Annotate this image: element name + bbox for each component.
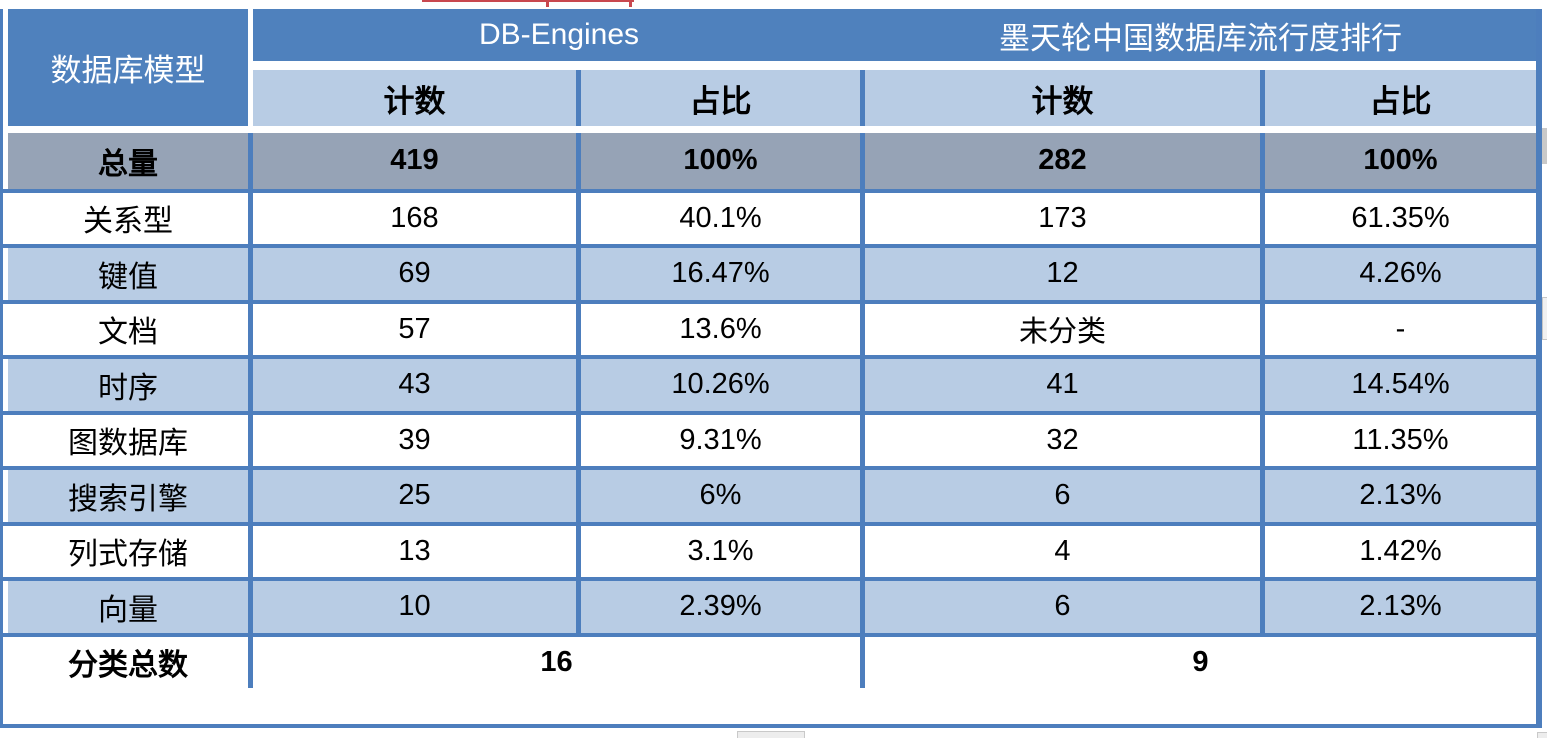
motianlun-category-total-cell: 9 — [860, 636, 1536, 688]
row-label: 搜索引擎 — [8, 470, 248, 522]
header-db-engines-share: 占比 — [576, 70, 860, 126]
motianlun-count-cell: 未分类 — [860, 303, 1260, 355]
row-label: 图数据库 — [8, 414, 248, 466]
motianlun-share-cell: 61.35% — [1260, 192, 1536, 244]
motianlun-share-cell: 1.42% — [1260, 525, 1536, 577]
row-label: 键值 — [8, 248, 248, 300]
motianlun-share-cell: 100% — [1260, 133, 1536, 189]
cropped-red-text-artifact — [546, 0, 549, 7]
motianlun-share-cell: - — [1260, 303, 1536, 355]
db-engines-share-cell: 16.47% — [576, 248, 860, 300]
db-engines-count-cell: 69 — [248, 248, 576, 300]
db-engines-share-cell: 6% — [576, 470, 860, 522]
db-engines-count-cell: 10 — [248, 581, 576, 633]
table-row: 搜索引擎 25 6% 6 2.13% — [0, 466, 1536, 522]
table-footer-row: 分类总数 16 9 — [0, 632, 1536, 688]
table-row: 关系型 168 40.1% 173 61.35% — [0, 188, 1536, 244]
row-label: 列式存储 — [8, 525, 248, 577]
row-label: 关系型 — [8, 192, 248, 244]
table-row: 文档 57 13.6% 未分类 - — [0, 299, 1536, 355]
row-label: 总量 — [8, 133, 248, 189]
motianlun-share-cell: 2.13% — [1260, 581, 1536, 633]
horizontal-scrollbar-thumb[interactable] — [737, 731, 805, 738]
motianlun-count-cell: 6 — [860, 470, 1260, 522]
row-label: 文档 — [8, 303, 248, 355]
scrollbar-corner — [1537, 732, 1547, 738]
motianlun-share-cell: 11.35% — [1260, 414, 1536, 466]
motianlun-count-cell: 282 — [860, 133, 1260, 189]
header-group-db-engines: DB-Engines — [478, 18, 640, 51]
header-group-motianlun: 墨天轮中国数据库流行度排行 — [999, 20, 1402, 56]
db-engines-share-cell: 100% — [576, 133, 860, 189]
header-db-engines-count: 计数 — [253, 70, 576, 126]
db-engines-share-cell: 10.26% — [576, 359, 860, 411]
db-engines-share-cell: 2.39% — [576, 581, 860, 633]
vertical-scrollbar-thumb[interactable] — [1542, 128, 1547, 164]
row-label: 向量 — [8, 581, 248, 633]
motianlun-count-cell: 41 — [860, 359, 1260, 411]
row-label: 分类总数 — [8, 636, 248, 688]
db-engines-count-cell: 13 — [248, 525, 576, 577]
table-body: 总量 419 100% 282 100% 关系型 168 40.1% 173 61.35% 键值 69… — [0, 133, 1542, 688]
db-engines-count-cell: 168 — [248, 192, 576, 244]
db-engines-share-cell: 40.1% — [576, 192, 860, 244]
table-row: 时序 43 10.26% 41 14.54% — [0, 355, 1536, 411]
motianlun-count-cell: 4 — [860, 525, 1260, 577]
db-engines-count-cell: 43 — [248, 359, 576, 411]
motianlun-count-cell: 6 — [860, 581, 1260, 633]
table-header: 数据库模型 DB-Engines 墨天轮中国数据库流行度排行 计数 占比 计数 … — [0, 9, 1536, 126]
database-comparison-table: 数据库模型 DB-Engines 墨天轮中国数据库流行度排行 计数 占比 计数 … — [0, 9, 1547, 728]
header-group-row: DB-Engines 墨天轮中国数据库流行度排行 — [253, 9, 1536, 61]
table-row: 键值 69 16.47% 12 4.26% — [0, 244, 1536, 300]
motianlun-count-cell: 32 — [860, 414, 1260, 466]
motianlun-count-cell: 12 — [860, 248, 1260, 300]
db-engines-share-cell: 13.6% — [576, 303, 860, 355]
table-border-left — [0, 9, 3, 728]
motianlun-count-cell: 173 — [860, 192, 1260, 244]
table-border-right — [1536, 9, 1542, 728]
db-engines-count-cell: 39 — [248, 414, 576, 466]
header-database-model: 数据库模型 — [8, 9, 248, 126]
motianlun-share-cell: 2.13% — [1260, 470, 1536, 522]
header-motianlun-count: 计数 — [860, 70, 1260, 126]
db-engines-count-cell: 419 — [248, 133, 576, 189]
db-engines-category-total-cell: 16 — [248, 636, 860, 688]
header-sub-row: 计数 占比 计数 占比 — [253, 70, 1536, 126]
table-row: 图数据库 39 9.31% 32 11.35% — [0, 410, 1536, 466]
db-engines-share-cell: 9.31% — [576, 414, 860, 466]
table-row: 总量 419 100% 282 100% — [0, 133, 1536, 189]
table-border-bottom — [0, 724, 1542, 728]
motianlun-share-cell: 14.54% — [1260, 359, 1536, 411]
table-row: 向量 10 2.39% 6 2.13% — [0, 577, 1536, 633]
cropped-red-text-artifact — [422, 0, 634, 2]
db-engines-count-cell: 57 — [248, 303, 576, 355]
row-label: 时序 — [8, 359, 248, 411]
motianlun-share-cell: 4.26% — [1260, 248, 1536, 300]
db-engines-count-cell: 25 — [248, 470, 576, 522]
cropped-red-text-artifact — [629, 0, 632, 7]
header-motianlun-share: 占比 — [1260, 70, 1536, 126]
db-engines-share-cell: 3.1% — [576, 525, 860, 577]
vertical-scrollbar-track[interactable] — [1542, 297, 1547, 340]
table-row: 列式存储 13 3.1% 4 1.42% — [0, 521, 1536, 577]
